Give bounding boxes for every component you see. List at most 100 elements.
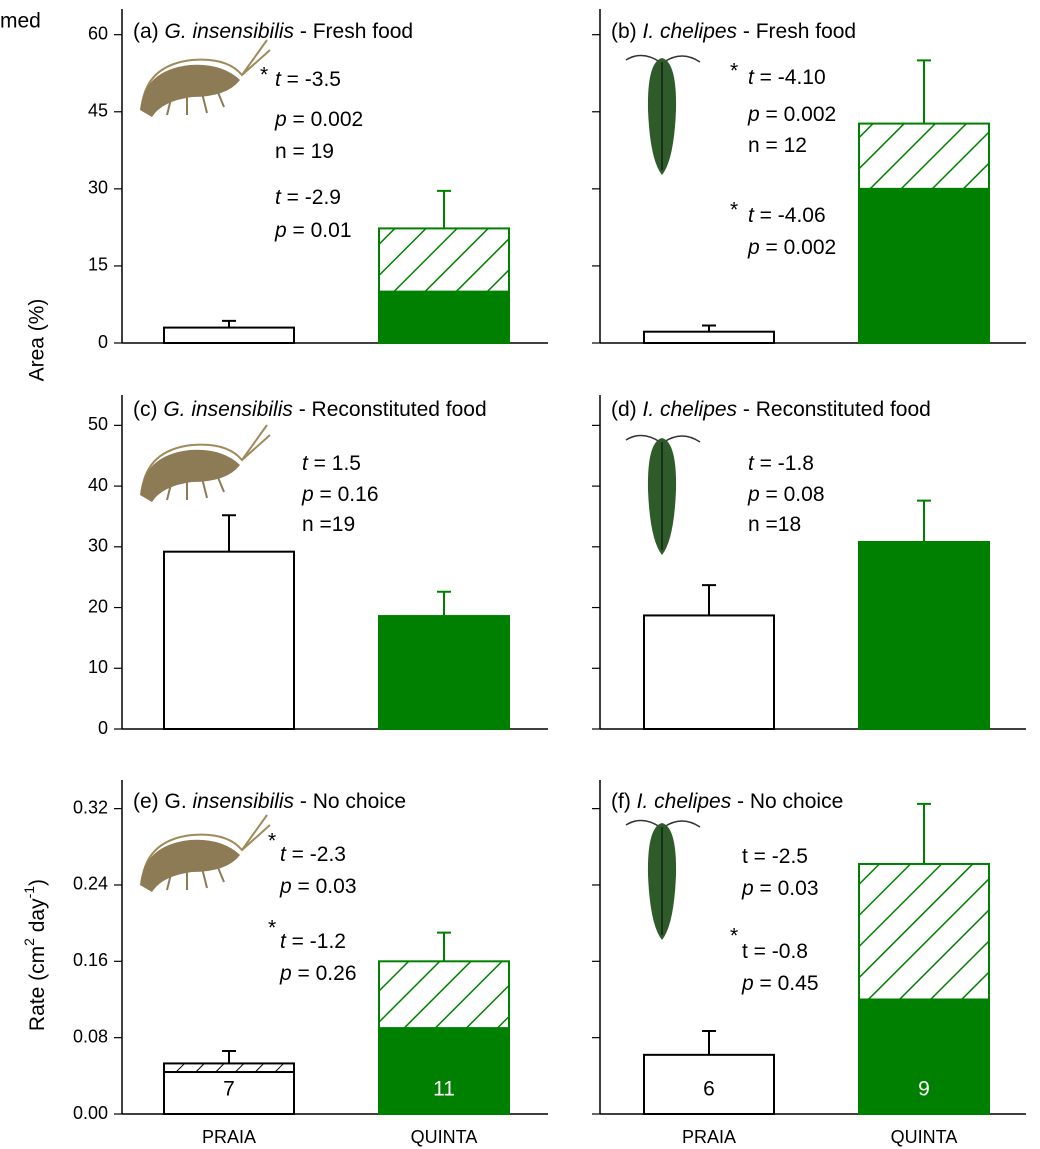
panel-title: (e) G. insensibilis - No choice (133, 790, 406, 813)
stat-line: n =18 (748, 513, 801, 536)
significance-star: * (730, 60, 738, 83)
text-part: t = -0.8 (742, 940, 808, 963)
bar-segment (163, 550, 295, 731)
text-part: t (280, 930, 287, 953)
text-part: p (274, 108, 287, 131)
panel-title: (a) G. insensibilis - Fresh food (133, 20, 413, 43)
text-part: t (748, 204, 755, 227)
text-part: day (26, 898, 49, 938)
x-tick-label: PRAIA (682, 1127, 736, 1147)
y-tick-label: 45 (88, 101, 108, 121)
text-part: = 0.03 (754, 877, 819, 900)
text-part: I. chelipes (637, 790, 732, 813)
text-part: p (301, 483, 314, 506)
text-part: t (275, 186, 282, 209)
y-tick-label: 60 (88, 23, 108, 43)
text-part: p (747, 483, 760, 506)
text-part: = 0.16 (314, 483, 379, 506)
significance-star: * (268, 917, 276, 940)
text-part: t = -2.5 (742, 845, 808, 868)
y-tick-label: 0.08 (73, 1026, 108, 1046)
text-part: t (748, 452, 755, 475)
cut-label: med (0, 10, 41, 33)
text-part: p (274, 219, 287, 242)
stat-line: p = 0.002 (747, 103, 836, 126)
text-part: -1 (21, 886, 37, 899)
panel-title: (c) G. insensibilis - Reconstituted food (133, 398, 487, 421)
bar-segment (378, 960, 510, 1030)
y-tick-label: 50 (88, 414, 108, 434)
panel-title: (d) I. chelipes - Reconstituted food (611, 398, 931, 421)
stat-line: p = 0.03 (279, 875, 357, 898)
x-tick-label: QUINTA (411, 1127, 478, 1147)
bar-label: 9 (918, 1078, 930, 1101)
stat-line: p = 0.002 (274, 108, 363, 131)
y-tick-label: 30 (88, 536, 108, 556)
stat-line: p = 0.26 (279, 962, 357, 985)
stat-line: t = -2.5 (742, 845, 808, 868)
text-part: p (741, 877, 754, 900)
stat-line: t = -4.10 (748, 66, 826, 89)
error-bar (437, 590, 451, 617)
text-part: p (741, 972, 754, 995)
bar-segment (163, 1062, 295, 1074)
bar-segment (163, 326, 295, 345)
y-tick-label: 0.00 (73, 1103, 108, 1123)
text-part: (e) G. (133, 790, 193, 813)
text-part: = -4.10 (754, 66, 826, 89)
bar-segment (858, 122, 990, 190)
error-bar (437, 931, 451, 962)
error-bar (917, 59, 931, 124)
error-bar (702, 1029, 716, 1055)
text-part: n = 12 (748, 134, 807, 157)
stat-line: t = -3.5 (275, 68, 341, 91)
bar-segment (858, 862, 990, 1001)
text-part: = 0.01 (287, 219, 352, 242)
text-part: - Fresh food (737, 20, 856, 43)
text-part: = -1.8 (754, 452, 814, 475)
stat-line: t = -0.8 (742, 940, 808, 963)
bar-segment (643, 614, 775, 730)
error-bar (222, 319, 236, 328)
stat-line: t = -1.8 (748, 452, 814, 475)
y-tick-label: 0.24 (73, 874, 108, 894)
error-bar (222, 514, 236, 552)
text-part: (c) (133, 398, 163, 421)
text-part: (f) (611, 790, 637, 813)
text-part: n =18 (748, 513, 801, 536)
text-part: p (747, 236, 760, 259)
stat-line: t = -1.2 (280, 930, 346, 953)
y-tick-label: 0 (98, 332, 108, 352)
stat-line: n =19 (302, 513, 355, 536)
text-part: p (279, 962, 292, 985)
bar-segment (378, 1027, 510, 1115)
text-part: = 0.03 (292, 875, 357, 898)
stat-line: t = 1.5 (302, 452, 361, 475)
text-part: - No choice (294, 790, 406, 813)
error-bar (437, 189, 451, 229)
y-axis-title: Area (%) (26, 299, 49, 382)
stat-line: t = -2.9 (275, 186, 341, 209)
bar-segment (858, 187, 990, 344)
bar-segment (643, 1053, 775, 1115)
y-tick-label: 30 (88, 178, 108, 198)
text-part: (d) (611, 398, 643, 421)
y-tick-label: 20 (88, 596, 108, 616)
text-part: G. insensibilis (163, 398, 293, 421)
text-part: = 0.45 (754, 972, 819, 995)
text-part: - Reconstituted food (737, 398, 931, 421)
bar-segment (378, 290, 510, 345)
significance-star: * (268, 830, 276, 853)
panel-title: (b) I. chelipes - Fresh food (611, 20, 856, 43)
text-part: ) (26, 879, 49, 886)
text-part: = 1.5 (308, 452, 361, 475)
error-bar (917, 499, 931, 542)
bar-segment (643, 330, 775, 344)
significance-star: * (730, 199, 738, 222)
bar-segment (858, 998, 990, 1115)
text-part: t (280, 843, 287, 866)
error-bar (702, 584, 716, 616)
text-part: = 0.002 (287, 108, 363, 131)
text-part: - No choice (731, 790, 843, 813)
